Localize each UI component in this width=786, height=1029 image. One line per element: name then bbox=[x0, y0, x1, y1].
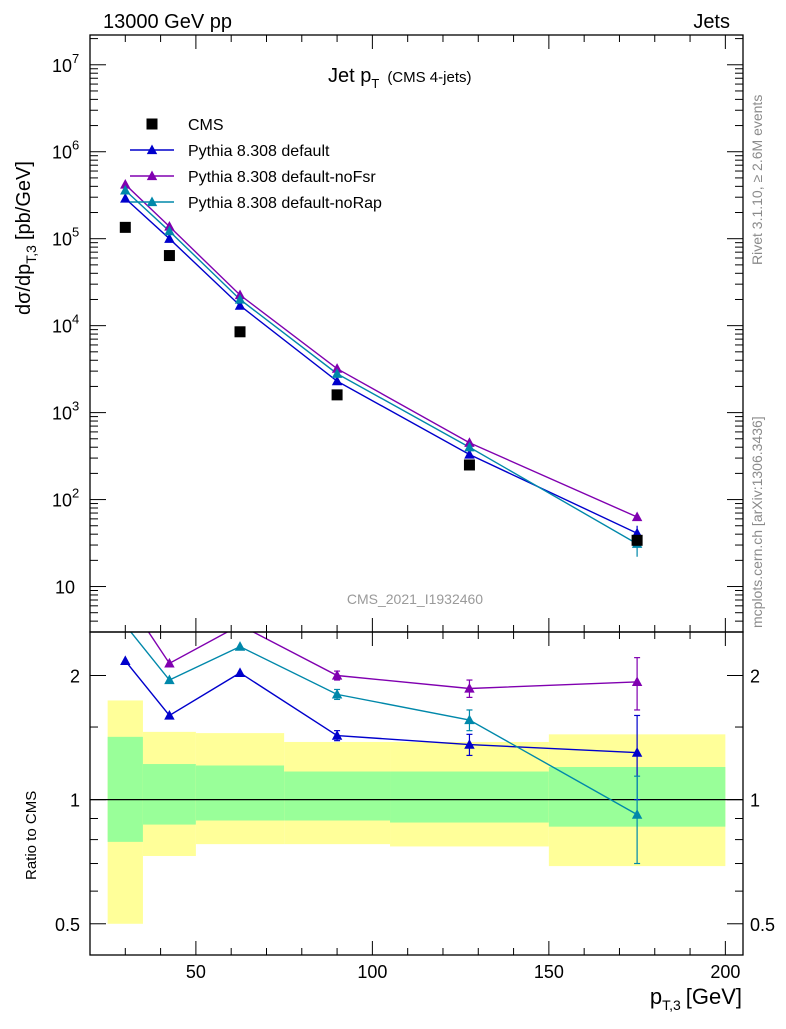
ratio-series-line bbox=[147, 632, 638, 690]
y-tick-label: 107 bbox=[52, 51, 79, 76]
mcplots-label: mcplots.cern.ch [arXiv:1306.3436] bbox=[749, 416, 765, 628]
mc-point bbox=[331, 375, 343, 386]
y-axis-label: dσ/dpT,3[pb/GeV] bbox=[13, 161, 39, 315]
cms-data-point bbox=[331, 389, 343, 401]
plot-title: Jet pT (CMS 4-jets) bbox=[328, 65, 471, 91]
y-tick-label: 103 bbox=[52, 399, 79, 424]
ratio-y-tick-label: 0.5 bbox=[55, 915, 80, 935]
mc-point bbox=[164, 233, 175, 243]
ratio-y-tick-label-right: 2 bbox=[750, 667, 760, 687]
rivet-label: Rivet 3.1.10, ≥ 2.6M events bbox=[749, 95, 765, 265]
mc-point bbox=[331, 363, 343, 373]
ratio-point bbox=[631, 809, 643, 819]
y-tick-label: 10 bbox=[55, 578, 75, 598]
green-band-bin bbox=[195, 765, 285, 821]
mc-series-line bbox=[124, 197, 638, 534]
ratio-y-tick-label-right: 1 bbox=[750, 791, 760, 811]
main-series-layer bbox=[119, 178, 643, 557]
ratio-point bbox=[464, 714, 475, 725]
axes-frame: 50 100 150 200 10 102 103 104 105 106 107 0.5 0.5 1 1 2… bbox=[52, 34, 775, 982]
legend-triangle-icon bbox=[146, 170, 158, 181]
green-band-bin bbox=[142, 764, 196, 825]
category-label: Jets bbox=[693, 11, 730, 33]
legend-label: Pythia 8.308 default bbox=[188, 143, 330, 160]
x-tick-label: 100 bbox=[357, 962, 387, 982]
mc-point bbox=[234, 300, 246, 310]
ratio-point bbox=[331, 730, 343, 740]
y-tick-label: 106 bbox=[52, 138, 79, 163]
mc-point bbox=[120, 192, 131, 203]
mc-series-line bbox=[124, 183, 638, 518]
ratio-point bbox=[331, 670, 343, 680]
ratio-point bbox=[120, 655, 131, 666]
ratio-point bbox=[464, 739, 475, 749]
legend-label: CMS bbox=[188, 117, 224, 134]
x-tick-label: 200 bbox=[710, 962, 740, 982]
green-band-bin bbox=[107, 736, 143, 842]
mc-point bbox=[164, 225, 175, 236]
legend-triangle-icon bbox=[146, 144, 158, 155]
mc-point bbox=[631, 511, 643, 522]
mc-point bbox=[464, 448, 475, 459]
legend-square-icon bbox=[146, 118, 158, 130]
legend-label: Pythia 8.308 default-noRap bbox=[188, 195, 382, 212]
x-axis-label: pT,3 [GeV] bbox=[650, 984, 742, 1013]
ratio-y-tick-label: 1 bbox=[70, 791, 80, 811]
legend-entry: CMS bbox=[146, 117, 224, 134]
mc-series-line bbox=[124, 189, 638, 545]
ratio-series-line bbox=[124, 660, 638, 754]
ratio-point bbox=[164, 674, 175, 685]
cms-data-point bbox=[463, 459, 475, 471]
x-tick-label: 150 bbox=[534, 962, 564, 982]
mc-point bbox=[120, 184, 131, 195]
mc-point bbox=[331, 368, 343, 378]
y-tick-label: 104 bbox=[52, 312, 79, 337]
ratio-series-layer bbox=[120, 632, 643, 865]
x-tick-label: 50 bbox=[186, 962, 206, 982]
ratio-y-axis-label: Ratio to CMS bbox=[23, 791, 40, 880]
energy-label: 13000 GeV pp bbox=[103, 11, 232, 33]
legend-label: Pythia 8.308 default-noFsr bbox=[188, 169, 376, 186]
legend: CMS Pythia 8.308 default Pythia 8.308 defa… bbox=[130, 117, 382, 212]
ratio-point bbox=[164, 709, 175, 720]
ratio-plot-frame bbox=[89, 631, 744, 956]
legend-entry: Pythia 8.308 default-noFsr bbox=[130, 169, 376, 186]
cms-data-point bbox=[234, 326, 246, 338]
legend-entry: Pythia 8.308 default bbox=[130, 143, 330, 160]
green-band-bin bbox=[284, 771, 391, 821]
cms-data-point bbox=[163, 250, 175, 262]
ratio-series-line bbox=[129, 632, 638, 816]
ratio-point bbox=[631, 676, 643, 687]
y-tick-label: 105 bbox=[52, 225, 79, 250]
mc-point bbox=[464, 441, 475, 452]
cms-data-point bbox=[631, 534, 643, 546]
ratio-point bbox=[234, 667, 246, 677]
legend-entry: Pythia 8.308 default-noRap bbox=[130, 195, 382, 212]
ratio-point bbox=[331, 688, 343, 699]
analysis-id: CMS_2021_I1932460 bbox=[347, 591, 483, 607]
ratio-y-tick-label-right: 0.5 bbox=[750, 915, 775, 935]
y-tick-label: 102 bbox=[52, 486, 79, 511]
legend-triangle-icon bbox=[146, 196, 158, 207]
ratio-point bbox=[464, 683, 475, 693]
cms-data-point bbox=[119, 221, 131, 233]
ratio-point bbox=[164, 657, 175, 668]
ratio-y-tick-label: 2 bbox=[70, 667, 80, 687]
mc-point bbox=[120, 178, 131, 189]
mc-point bbox=[234, 293, 246, 304]
ratio-point bbox=[234, 641, 246, 651]
green-band-bin bbox=[390, 771, 549, 823]
ratio-point bbox=[631, 747, 643, 757]
